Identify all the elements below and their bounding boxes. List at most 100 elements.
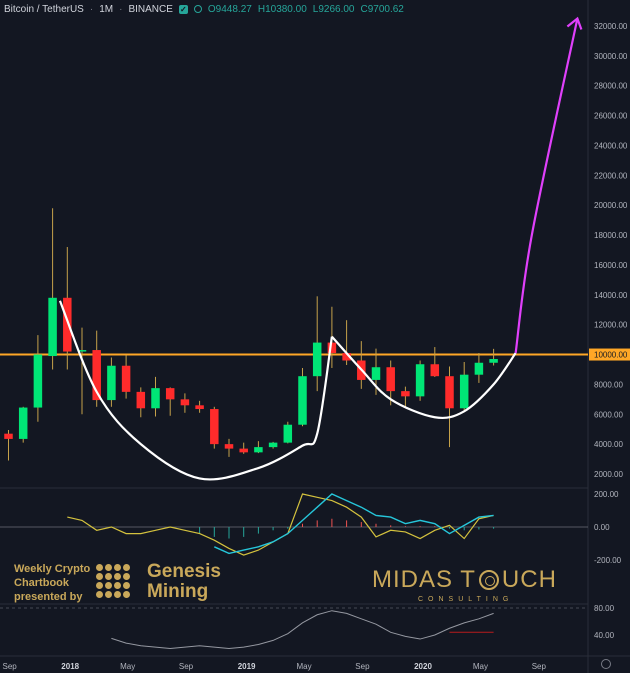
candle-body xyxy=(489,359,498,363)
separator: · xyxy=(119,3,123,15)
candle-body xyxy=(268,442,278,448)
ohlc-open: O9448.27 xyxy=(207,3,252,15)
time-tick-label: 2020 xyxy=(414,662,432,671)
time-tick-label: May xyxy=(473,662,488,671)
price-tick-label: 18000.00 xyxy=(594,231,628,240)
genesis-promo: Weekly Crypto Chartbook presented by Gen… xyxy=(14,562,254,606)
price-tick-label: 22000.00 xyxy=(594,171,628,180)
projection-arrowhead xyxy=(566,16,583,30)
rsi-line xyxy=(111,610,494,650)
time-tick-label: Sep xyxy=(179,662,194,671)
candle-body xyxy=(445,376,454,409)
rsi-tick-label: 40.00 xyxy=(594,631,615,640)
promo-line: Chartbook xyxy=(14,577,69,589)
candle-body xyxy=(210,409,219,445)
time-tick-label: Sep xyxy=(532,662,547,671)
midas-touch-logo: MIDAS T UCH CONSULTING xyxy=(372,566,592,603)
candle-body xyxy=(33,354,43,408)
macd-tick-label: 0.00 xyxy=(594,523,610,532)
time-tick-label: 2018 xyxy=(61,662,79,671)
exchange-label: BINANCE xyxy=(128,3,173,15)
candle-body xyxy=(342,353,351,361)
candle-body xyxy=(312,342,322,377)
ohlc-low: L9266.00 xyxy=(312,3,355,15)
price-tick-label: 32000.00 xyxy=(594,22,628,31)
candle-body xyxy=(48,297,57,357)
promo-text: Weekly Crypto Chartbook presented by xyxy=(14,562,94,604)
midas-subtitle: CONSULTING xyxy=(418,596,514,603)
interval-label[interactable]: 1M xyxy=(99,3,114,15)
candle-body xyxy=(121,365,131,392)
candle-body xyxy=(18,407,28,439)
genesis-logo-icon xyxy=(96,564,130,598)
candle-body xyxy=(474,362,484,375)
genesis-brand: Genesis Mining xyxy=(147,562,221,602)
candle-body xyxy=(459,374,469,409)
candle-body xyxy=(77,350,87,352)
midas-title-right: UCH xyxy=(501,566,557,593)
promo-line: presented by xyxy=(14,591,83,603)
price-tick-label: 4000.00 xyxy=(594,440,623,449)
price-tick-label: 6000.00 xyxy=(594,410,623,419)
macd-tick-label: -200.00 xyxy=(594,556,622,565)
midas-title-left: MIDAS T xyxy=(372,566,476,593)
chart-header: Bitcoin / TetherUS · 1M · BINANCE ✓ O944… xyxy=(4,2,404,16)
price-tick-label: 26000.00 xyxy=(594,112,628,121)
candle-body xyxy=(415,364,425,397)
candle-body xyxy=(239,448,248,453)
candle-body xyxy=(254,447,263,453)
candle-body xyxy=(298,376,307,425)
candle-body xyxy=(4,433,13,439)
midas-title: MIDAS T UCH xyxy=(372,566,592,594)
candle-body xyxy=(107,365,116,401)
candle-body xyxy=(371,367,381,380)
brand-line: Genesis xyxy=(147,561,221,582)
symbol-name[interactable]: Bitcoin / TetherUS xyxy=(4,3,84,15)
price-tick-label: 2000.00 xyxy=(594,470,623,479)
candle-body xyxy=(283,424,293,443)
price-tick-label: 8000.00 xyxy=(594,380,623,389)
separator: · xyxy=(89,3,94,15)
candle-body xyxy=(386,367,395,392)
candle-body xyxy=(63,297,72,352)
time-tick-label: 2019 xyxy=(238,662,256,671)
cup-curve xyxy=(58,300,333,481)
price-tick-label: 30000.00 xyxy=(594,52,628,61)
resistance-price-label: 10000.00 xyxy=(594,351,628,360)
macd-main-line xyxy=(214,493,494,555)
market-open-icon: ✓ xyxy=(178,4,188,14)
price-tick-label: 14000.00 xyxy=(594,291,628,300)
candle-body xyxy=(195,405,204,410)
candle-body xyxy=(224,444,234,449)
fingerprint-icon xyxy=(478,570,499,590)
price-tick-label: 20000.00 xyxy=(594,201,628,210)
settings-gear-icon[interactable] xyxy=(601,659,611,669)
candle-body xyxy=(180,399,190,406)
macd-tick-label: 200.00 xyxy=(594,490,619,499)
time-tick-label: Sep xyxy=(3,662,18,671)
candle-body xyxy=(430,364,440,377)
time-tick-label: May xyxy=(297,662,312,671)
cup-curve xyxy=(331,335,517,420)
price-tick-label: 24000.00 xyxy=(594,141,628,150)
candle-body xyxy=(92,350,101,401)
rsi-tick-label: 80.00 xyxy=(594,604,615,613)
time-tick-label: May xyxy=(120,662,135,671)
candle-body xyxy=(136,391,146,409)
price-tick-label: 12000.00 xyxy=(594,321,628,330)
price-tick-label: 28000.00 xyxy=(594,82,628,91)
projection-line xyxy=(514,18,579,354)
ohlc-close: C9700.62 xyxy=(360,3,404,15)
brand-line: Mining xyxy=(147,581,209,602)
candle-body xyxy=(151,388,160,409)
status-dot-icon xyxy=(193,5,202,13)
candle-body xyxy=(327,342,337,354)
ohlc-high: H10380.00 xyxy=(257,3,307,15)
promo-line: Weekly Crypto xyxy=(14,563,91,575)
candle-body xyxy=(165,388,175,400)
resistance-price-tag xyxy=(589,348,630,361)
price-tick-label: 16000.00 xyxy=(594,261,628,270)
time-tick-label: Sep xyxy=(355,662,370,671)
